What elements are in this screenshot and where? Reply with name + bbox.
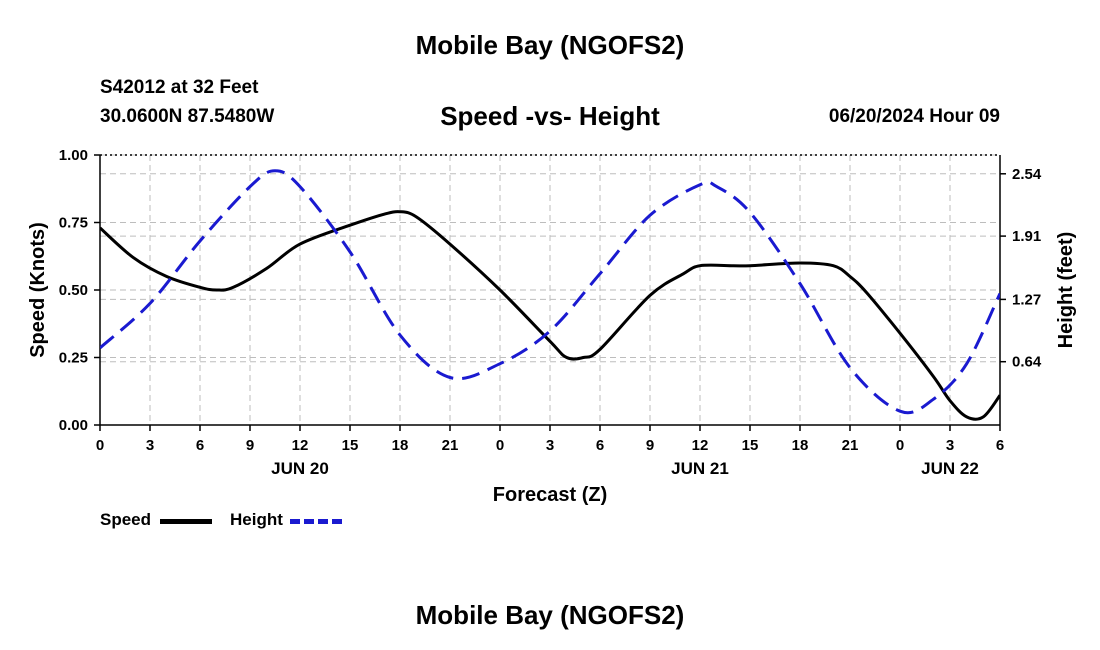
x-tick-label: 15 <box>742 437 759 454</box>
y-left-tick-label: 0.50 <box>59 282 88 299</box>
y-right-tick-label: 2.54 <box>1012 166 1042 183</box>
legend-speed-label: Speed <box>100 510 152 529</box>
series-line-speed <box>100 210 1000 421</box>
x-date-label: JUN 22 <box>921 459 979 478</box>
x-tick-label: 12 <box>292 437 309 454</box>
x-tick-label: 12 <box>692 437 709 454</box>
x-axis-title: Forecast (Z) <box>493 484 607 506</box>
y-right-tick-label: 0.64 <box>1012 354 1042 371</box>
station-label: S42012 at 32 Feet <box>100 77 259 98</box>
x-tick-label: 21 <box>442 437 459 454</box>
x-tick-label: 15 <box>342 437 359 454</box>
y-right-axis-title: Height (feet) <box>1055 232 1077 349</box>
footer-title: Mobile Bay (NGOFS2) <box>415 600 685 630</box>
x-tick-label: 6 <box>596 437 604 454</box>
chart-subtitle: Speed -vs- Height <box>440 101 660 131</box>
x-tick-label: 9 <box>646 437 654 454</box>
x-tick-label: 0 <box>496 437 504 454</box>
x-tick-label: 3 <box>146 437 154 454</box>
legend-height-swatch <box>290 519 342 524</box>
legend-speed-swatch <box>160 519 212 524</box>
x-tick-label: 6 <box>996 437 1004 454</box>
forecast-datetime: 06/20/2024 Hour 09 <box>828 106 1000 127</box>
y-left-axis-title: Speed (Knots) <box>27 222 49 358</box>
y-left-tick-label: 0.25 <box>59 350 88 367</box>
x-date-label: JUN 21 <box>671 459 729 478</box>
x-tick-label: 21 <box>842 437 859 454</box>
x-tick-label: 3 <box>946 437 954 454</box>
y-left-tick-label: 1.00 <box>59 147 88 164</box>
x-tick-label: 0 <box>896 437 904 454</box>
coordinates-label: 30.0600N 87.5480W <box>100 106 275 127</box>
chart-main-title: Mobile Bay (NGOFS2) <box>415 30 685 60</box>
x-tick-label: 18 <box>392 437 409 454</box>
x-tick-label: 18 <box>792 437 809 454</box>
legend-height-label: Height <box>230 510 283 529</box>
y-right-tick-label: 1.91 <box>1012 228 1041 245</box>
x-tick-label: 9 <box>246 437 254 454</box>
x-tick-label: 6 <box>196 437 204 454</box>
y-left-tick-label: 0.75 <box>59 215 88 232</box>
x-tick-label: 3 <box>546 437 554 454</box>
y-left-tick-label: 0.00 <box>59 417 88 434</box>
x-date-label: JUN 20 <box>271 459 329 478</box>
y-right-tick-label: 1.27 <box>1012 291 1041 308</box>
x-tick-label: 0 <box>96 437 104 454</box>
